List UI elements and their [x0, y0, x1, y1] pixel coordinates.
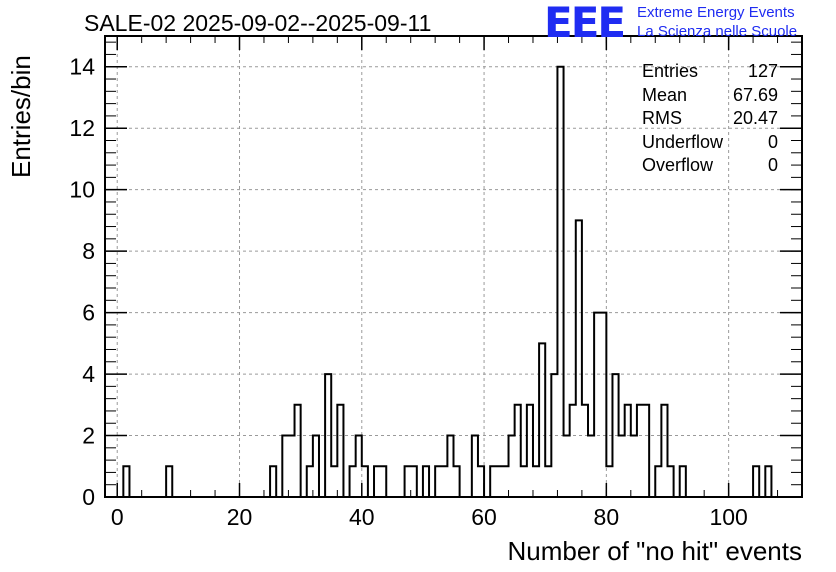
y-tick-label: 4 [82, 361, 95, 387]
y-tick-label: 8 [82, 238, 95, 264]
logo-line-2: La Scienza nelle Scuole [637, 23, 798, 40]
x-tick-label: 0 [111, 504, 124, 530]
axis-ticks [105, 36, 803, 498]
stats-label: Entries [642, 61, 699, 81]
histogram-bin [564, 436, 570, 497]
stats-row-rms: RMS 20.47 [642, 107, 778, 131]
y-tick-label: 12 [69, 115, 95, 141]
x-axis-label: Number of "no hit" events [507, 536, 803, 566]
histogram-bin [441, 466, 447, 497]
histogram-bin [502, 466, 508, 497]
y-axis-label: Entries/bin [6, 55, 36, 178]
y-tick-label: 2 [82, 423, 95, 449]
histogram-bin [331, 466, 337, 497]
histogram-bin [606, 466, 612, 497]
y-tick-label: 10 [69, 177, 95, 203]
stats-row-mean: Mean 67.69 [642, 84, 778, 108]
histogram-bin [533, 466, 539, 497]
histogram-bin [588, 436, 594, 497]
stats-value: 127 [747, 61, 778, 81]
y-tick-label: 0 [82, 484, 95, 510]
stats-value: 0 [767, 155, 778, 175]
x-tick-label: 20 [227, 504, 253, 530]
stats-box: Entries 127 Mean 67.69 RMS 20.47 Underfl… [642, 60, 778, 178]
histogram-bin [496, 466, 502, 497]
stats-value: 20.47 [732, 108, 778, 128]
histogram-bin [631, 436, 637, 497]
y-tick-label: 6 [82, 300, 95, 326]
tick-labels: 0 2 4 6 8 10 12 14 0 20 40 60 80 100 [69, 54, 747, 530]
stats-value: 67.69 [732, 84, 778, 105]
histogram-bin [288, 436, 294, 497]
x-tick-label: 60 [471, 504, 497, 530]
stats-row-underflow: Underflow 0 [642, 131, 778, 155]
stats-label: Mean [642, 84, 688, 105]
chart-title: SALE-02 2025-09-02--2025-09-11 [84, 10, 432, 36]
stats-row-entries: Entries 127 [642, 60, 778, 84]
histogram-bin [545, 466, 551, 497]
logo-caption: Extreme Energy Events La Scienza nelle S… [637, 3, 797, 41]
stats-row-overflow: Overflow 0 [642, 154, 778, 178]
histogram-bin [619, 436, 625, 497]
grid-lines [105, 36, 802, 497]
plot-frame [104, 35, 803, 498]
stats-label: Underflow [642, 131, 724, 152]
x-tick-label: 100 [709, 504, 747, 530]
stats-label: RMS [642, 108, 682, 128]
stats-value: 0 [767, 131, 778, 152]
x-tick-label: 40 [349, 504, 375, 530]
logo-line-1: Extreme Energy Events [637, 4, 795, 21]
y-tick-label: 14 [69, 54, 95, 80]
histogram-bin [521, 466, 527, 497]
x-tick-label: 80 [594, 504, 620, 530]
stats-label: Overflow [642, 155, 714, 175]
eee-logo: EEE [544, 0, 626, 47]
